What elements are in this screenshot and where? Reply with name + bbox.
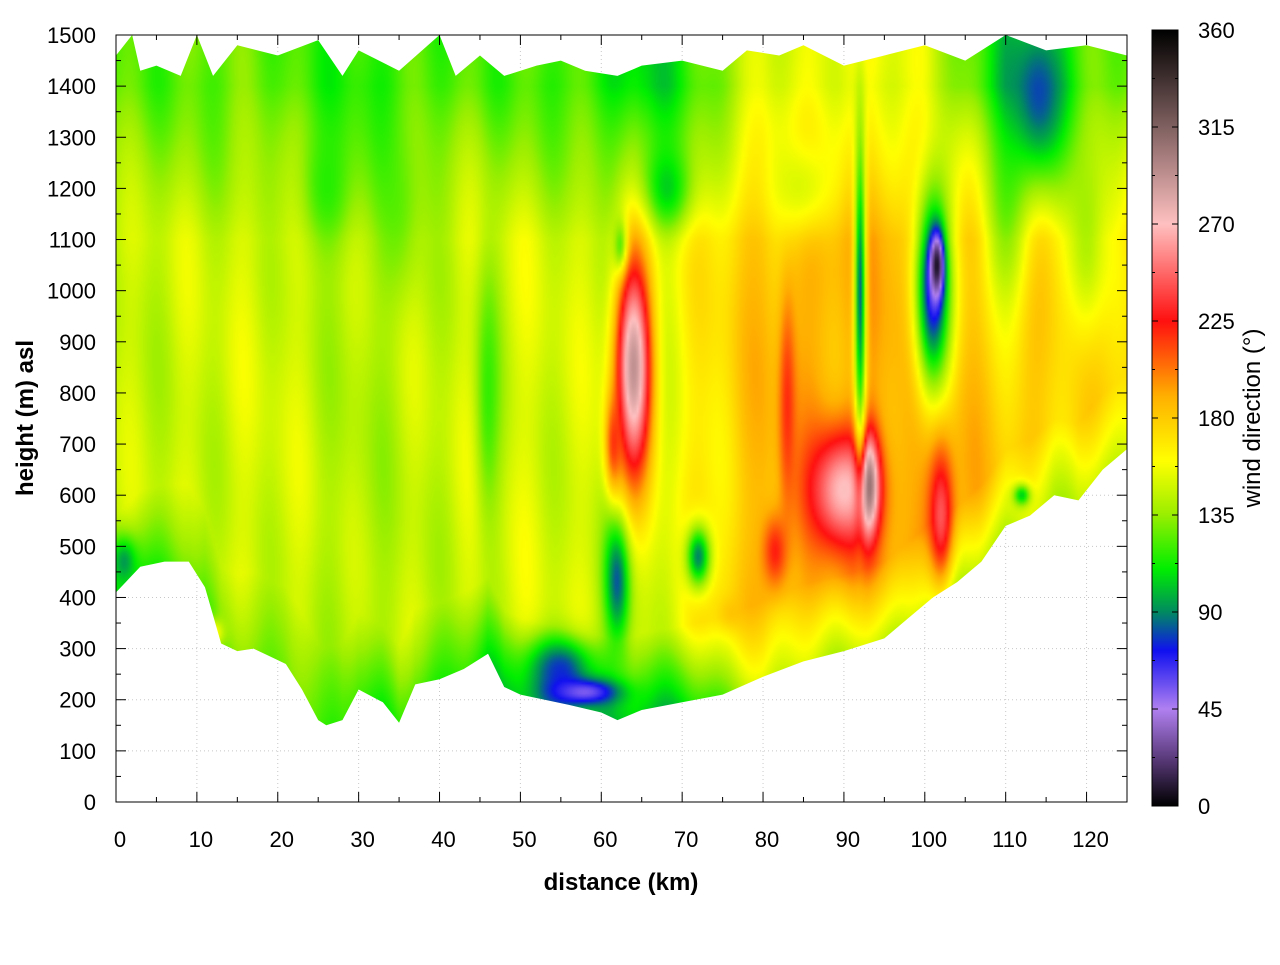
y-tick-label: 0 (84, 790, 96, 815)
y-tick-label: 300 (59, 637, 96, 662)
colorbar-tick-label: 0 (1198, 794, 1210, 819)
y-tick-labels: 0 100 200 300 400 500 600 700 800 900 1000 1100 1200… (47, 23, 96, 815)
y-tick-label: 900 (59, 330, 96, 355)
colorbar-ticks (1152, 29, 1178, 807)
y-tick-label: 200 (59, 688, 96, 713)
colorbar-tick-label: 180 (1198, 406, 1235, 431)
y-tick-label: 400 (59, 585, 96, 610)
colorbar-tick-label: 90 (1198, 600, 1222, 625)
colorbar-tick-label: 315 (1198, 115, 1235, 140)
colorbar-tick-label: 135 (1198, 503, 1235, 528)
colorbar-tick-label: 45 (1198, 697, 1222, 722)
x-tick-label: 10 (189, 827, 213, 852)
x-tick-label: 60 (593, 827, 617, 852)
colorbar-tick-labels: 0 45 90 135 180 225 270 315 360 (1198, 18, 1235, 819)
x-tick-label: 50 (512, 827, 536, 852)
x-tick-label: 0 (114, 827, 126, 852)
colorbar-tick-label: 360 (1198, 18, 1235, 43)
x-tick-labels: 0 10 20 30 40 50 60 70 80 90 100 110 120 (114, 827, 1109, 852)
x-tick-label: 30 (350, 827, 374, 852)
x-axis-title: distance (km) (544, 869, 699, 896)
y-tick-label: 1500 (47, 23, 96, 48)
colorbar-tick-label: 270 (1198, 212, 1235, 237)
y-tick-label: 500 (59, 534, 96, 559)
x-tick-label: 110 (992, 827, 1027, 852)
colorbar-tick-label: 225 (1198, 309, 1235, 334)
x-tick-label: 90 (836, 827, 860, 852)
x-tick-label: 100 (910, 827, 947, 852)
x-tick-label: 120 (1072, 827, 1109, 852)
x-tick-label: 70 (674, 827, 698, 852)
y-tick-label: 1000 (47, 279, 96, 304)
x-tick-label: 40 (431, 827, 455, 852)
y-tick-label: 1400 (47, 74, 96, 99)
y-tick-label: 1200 (47, 176, 96, 201)
y-axis-title: height (m) asl (12, 340, 39, 496)
y-tick-label: 1300 (47, 125, 96, 150)
y-tick-label: 600 (59, 483, 96, 508)
y-tick-label: 100 (59, 739, 96, 764)
colorbar-title: wind direction (°) (1239, 329, 1266, 509)
y-tick-label: 800 (59, 381, 96, 406)
y-tick-label: 700 (59, 432, 96, 457)
y-tick-label: 1100 (49, 228, 96, 253)
axis-ticks (115, 34, 1127, 803)
x-tick-label: 80 (755, 827, 779, 852)
x-tick-label: 20 (270, 827, 294, 852)
